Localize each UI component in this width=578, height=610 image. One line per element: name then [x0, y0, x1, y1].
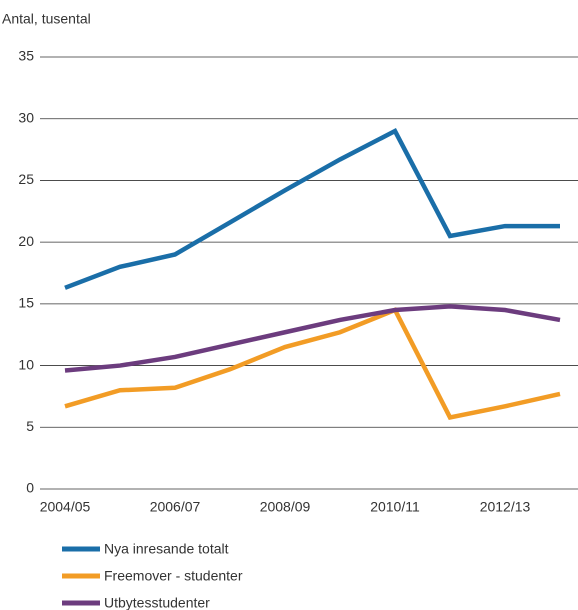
y-axis-label: Antal, tusental	[2, 11, 91, 27]
x-tick-label: 2012/13	[480, 499, 531, 515]
y-tick-label: 5	[26, 418, 34, 434]
y-tick-label: 35	[18, 48, 34, 64]
y-tick-label: 25	[18, 171, 34, 187]
legend-label: Nya inresande totalt	[104, 541, 229, 557]
y-tick-label: 0	[26, 480, 34, 496]
y-tick-label: 15	[18, 295, 34, 311]
x-tick-label: 2006/07	[150, 499, 201, 515]
x-tick-label: 2008/09	[260, 499, 311, 515]
y-tick-label: 30	[18, 109, 34, 125]
y-tick-label: 20	[18, 233, 34, 249]
legend-label: Utbytesstudenter	[104, 595, 210, 610]
x-tick-label: 2010/11	[370, 499, 420, 515]
series-line	[64, 307, 561, 420]
series-line	[64, 128, 560, 290]
y-tick-label: 10	[18, 356, 34, 372]
legend-label: Freemover - studenter	[104, 568, 243, 584]
x-tick-label: 2004/05	[40, 499, 91, 515]
series-line	[64, 304, 561, 373]
